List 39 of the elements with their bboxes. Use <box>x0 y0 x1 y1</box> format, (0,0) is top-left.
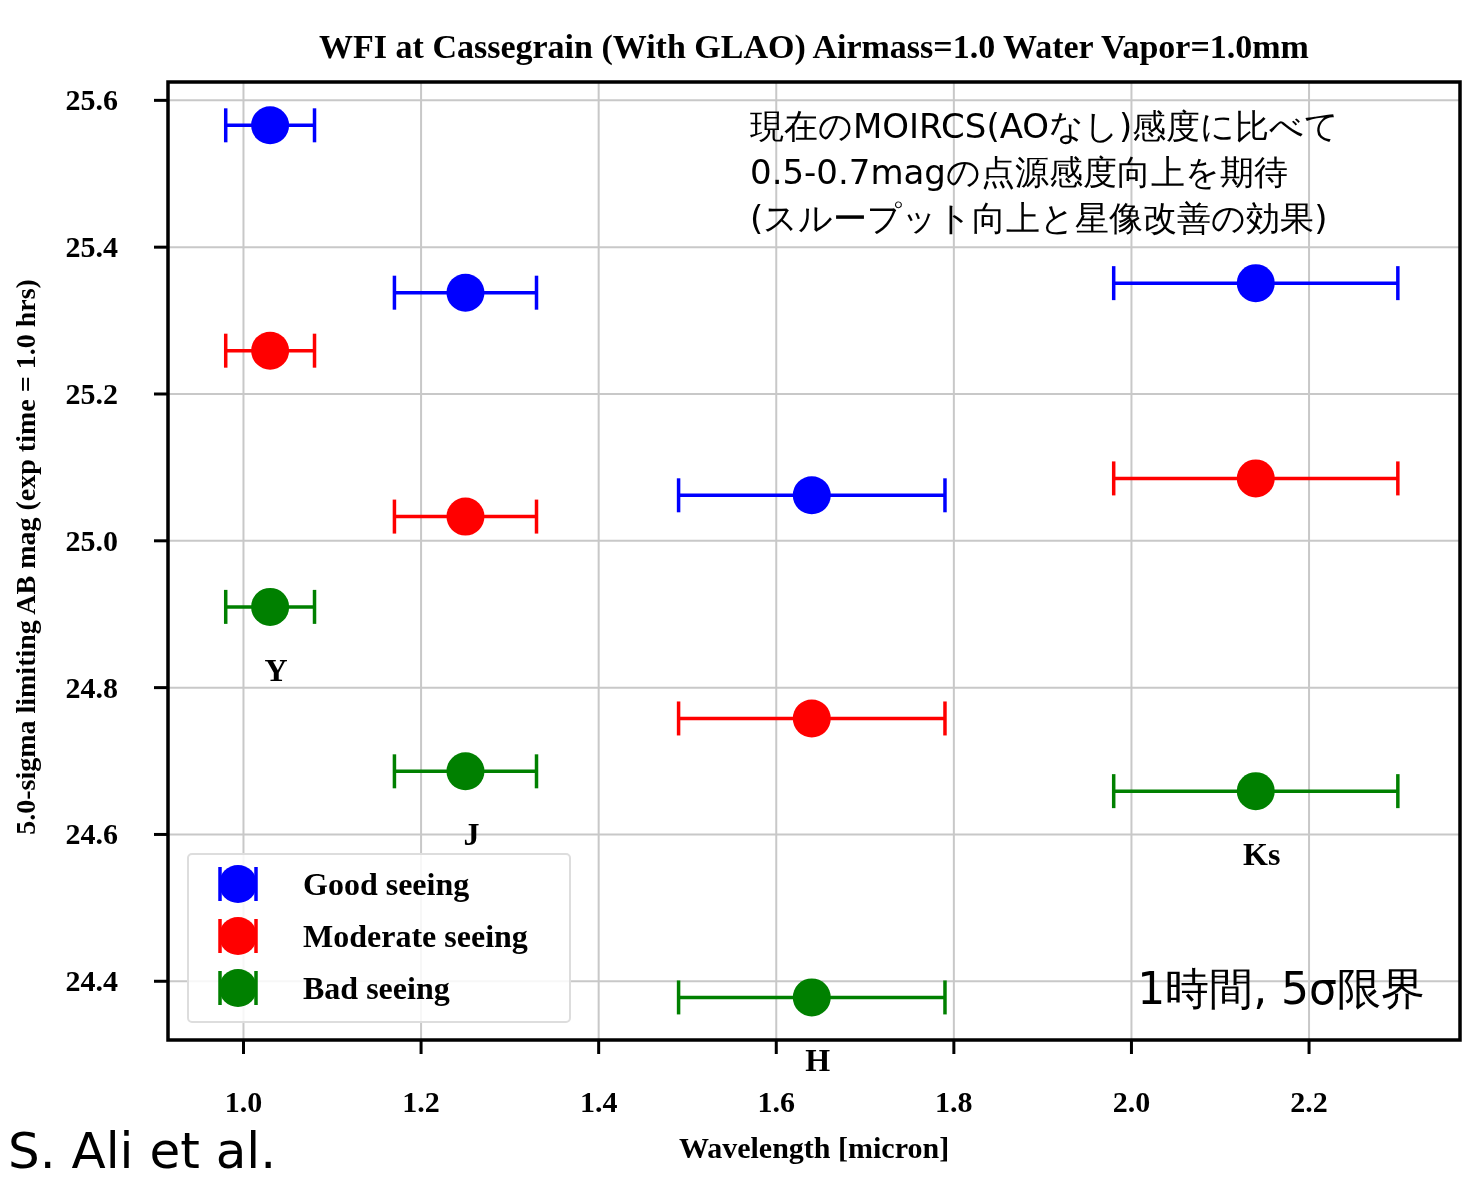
point <box>251 106 290 145</box>
annotation: 現在のMOIRCS(AOなし)感度に比べて 0.5-0.7magの点源感度向上を期待 (スループット向上と星像改善の効果) <box>750 106 1340 238</box>
x-tick-label: 2.0 <box>1112 1085 1151 1118</box>
point <box>446 497 485 536</box>
x-tick-label: 1.8 <box>935 1085 973 1118</box>
x-tick-label: 1.0 <box>224 1085 263 1118</box>
point <box>251 587 290 626</box>
point <box>1236 772 1275 811</box>
point <box>446 273 485 312</box>
point <box>251 331 290 370</box>
point <box>792 699 831 738</box>
chart-title: WFI at Cassegrain (With GLAO) Airmass=1.0 Water Vapor=1.0mm <box>319 28 1309 66</box>
x-axis-title: Wavelength [micron] <box>678 1131 950 1164</box>
point <box>446 752 485 791</box>
y-tick-label: 24.4 <box>65 964 118 998</box>
legend-label: Bad seeing <box>303 970 450 1006</box>
point <box>792 476 831 515</box>
point <box>1236 459 1275 498</box>
annotation: 1時間, 5σ限界 <box>1137 963 1425 1014</box>
y-tick-label: 25.2 <box>65 376 118 410</box>
y-axis-title: 5.0-sigma limiting AB mag (exp time = 1.0 hrs) <box>10 279 41 835</box>
text: S. Ali et al. <box>8 1122 277 1180</box>
x-tick-label: 2.2 <box>1290 1085 1328 1118</box>
legend-label: Good seeing <box>303 866 470 902</box>
x-tick-label: 1.6 <box>757 1085 796 1118</box>
annotation: J <box>463 816 480 853</box>
legend-label: Moderate seeing <box>303 918 528 954</box>
y-tick-label: 25.0 <box>65 523 118 557</box>
x-tick-label: 1.2 <box>402 1085 440 1118</box>
annotation: Ks <box>1243 836 1281 873</box>
text: H <box>805 1042 831 1079</box>
point <box>792 978 831 1017</box>
y-tick-label: 24.6 <box>65 817 118 851</box>
y-tick-label: 25.6 <box>65 83 118 117</box>
y-tick-label: 25.4 <box>65 230 118 264</box>
annotation: Y <box>264 651 288 688</box>
y-tick-label: 24.8 <box>65 670 118 704</box>
point <box>1236 264 1275 303</box>
x-tick-label: 1.4 <box>579 1085 618 1118</box>
